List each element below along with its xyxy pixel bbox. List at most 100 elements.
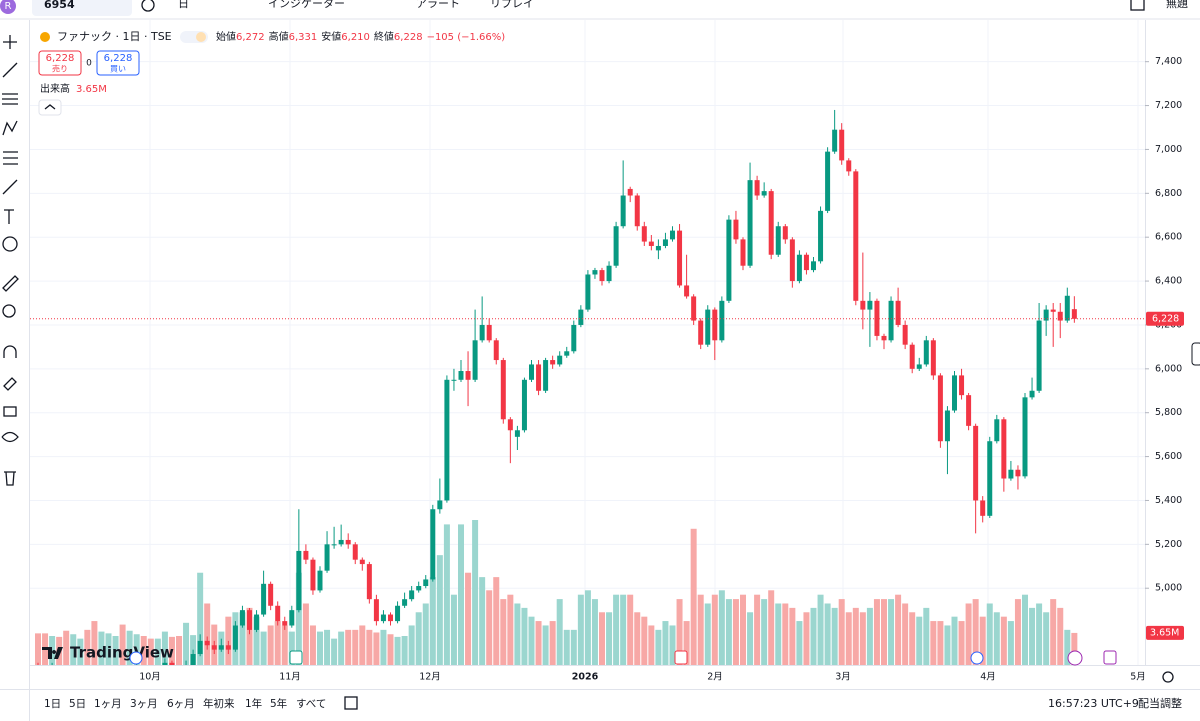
candle-body (296, 550, 302, 611)
candle-body (78, 669, 83, 676)
y-tick-label: 5,600 (1155, 451, 1182, 462)
range-button[interactable]: 5日 (69, 698, 86, 710)
close-label: 終値 (374, 30, 394, 43)
volume-bar (838, 599, 845, 665)
symbol-box[interactable] (32, 0, 132, 16)
volume-bar (986, 603, 993, 665)
volume-bar (126, 630, 133, 665)
candle-body (395, 605, 401, 622)
buy-button[interactable] (96, 50, 140, 76)
buy-label[interactable]: 買い (110, 65, 126, 74)
volume-bar (274, 621, 281, 665)
volume-bar (747, 612, 754, 665)
candle-body (113, 672, 118, 676)
candle-body (754, 180, 760, 196)
volume-bar (888, 599, 895, 665)
brand-logo (42, 647, 63, 659)
candle-body (613, 226, 619, 266)
volume-bar (655, 629, 662, 665)
avatar[interactable] (0, 0, 16, 14)
settings-icon[interactable] (1162, 671, 1174, 683)
volume-bar (740, 594, 746, 665)
candle-body (670, 230, 675, 240)
volume-bar (450, 594, 457, 665)
candle-body (359, 559, 365, 565)
volume-bar (373, 632, 380, 665)
volume-bar (119, 624, 126, 665)
adjust-toggle[interactable]: 配当調整 (1138, 696, 1182, 710)
indicators[interactable]: インジケーター (268, 0, 345, 10)
volume-bar (514, 603, 521, 665)
volume-bar (317, 631, 323, 665)
layout-icon[interactable] (1130, 0, 1145, 11)
volume-bar (570, 629, 577, 665)
range-button[interactable]: 1ヶ月 (94, 698, 122, 710)
replay[interactable]: リプレイ (490, 0, 534, 10)
volume-bar (563, 629, 570, 665)
volume-bar (845, 612, 852, 665)
candle-body (733, 219, 739, 240)
brand-name: TradingView (70, 644, 174, 662)
clock: 16:57:23 UTC+9 (1048, 697, 1139, 710)
volume-bar (796, 621, 803, 665)
volume-bar (436, 555, 443, 665)
symbol[interactable]: 6954 (44, 0, 75, 11)
sell-button[interactable] (38, 50, 82, 76)
volume-bar (965, 603, 972, 665)
candle-body (324, 544, 330, 571)
side-handle[interactable] (1191, 342, 1200, 366)
range-button[interactable]: 6ヶ月 (167, 698, 195, 710)
sell-price[interactable]: 6,228 (46, 53, 75, 64)
collapse-button[interactable] (38, 99, 62, 116)
volume-bar (408, 625, 415, 665)
interval[interactable]: 日 (178, 0, 189, 10)
candle-body (85, 669, 90, 678)
sell-label[interactable]: 売り (52, 64, 68, 74)
range-button[interactable]: すべて (296, 698, 326, 710)
volume-bar (486, 590, 493, 665)
candle-body (92, 678, 97, 685)
add-symbol[interactable] (141, 0, 155, 12)
volume-bar (599, 612, 605, 665)
candle-body (1001, 419, 1007, 479)
candle-body (1036, 320, 1042, 391)
range-button[interactable]: 1年 (245, 697, 262, 710)
volume-bar (831, 607, 838, 665)
goto-date-icon[interactable] (344, 696, 358, 710)
candle-body (1057, 311, 1063, 321)
candle-body (803, 254, 809, 271)
volume-bar (697, 594, 704, 665)
range-button[interactable]: 1日 (44, 698, 61, 710)
candle-body (937, 375, 943, 442)
range-button[interactable]: 5年 (270, 697, 287, 710)
alert[interactable]: アラート (416, 0, 460, 10)
x-tick-label: 2月 (707, 672, 723, 683)
candle-layer (37, 109, 1077, 685)
candle-body (366, 564, 372, 600)
tool-icons[interactable] (1, 35, 19, 486)
x-tick-label: 2026 (572, 672, 599, 683)
candle-body (655, 245, 661, 251)
volume-bar (147, 638, 154, 665)
candle-body (944, 410, 950, 442)
candle-body (677, 230, 683, 286)
volume-bar (288, 631, 295, 665)
volume-layer (35, 520, 1078, 665)
range-button[interactable]: 年初来 (203, 697, 235, 710)
buy-price[interactable]: 6,228 (104, 53, 133, 64)
layout-name[interactable]: 無題 (1166, 0, 1188, 10)
y-tick-label: 5,400 (1155, 495, 1182, 506)
candle-body (317, 570, 323, 591)
volume-bar (140, 636, 147, 665)
candle-body (536, 364, 542, 391)
candle-body (952, 375, 957, 411)
volume-bar (718, 590, 725, 665)
volume-bar (852, 607, 859, 665)
candle-body (437, 500, 443, 510)
volume-bar (176, 636, 182, 665)
range-button[interactable]: 3ヶ月 (130, 698, 158, 710)
volume-bar (401, 636, 408, 665)
volume-bar (500, 599, 507, 665)
volume-bar (1071, 632, 1078, 665)
